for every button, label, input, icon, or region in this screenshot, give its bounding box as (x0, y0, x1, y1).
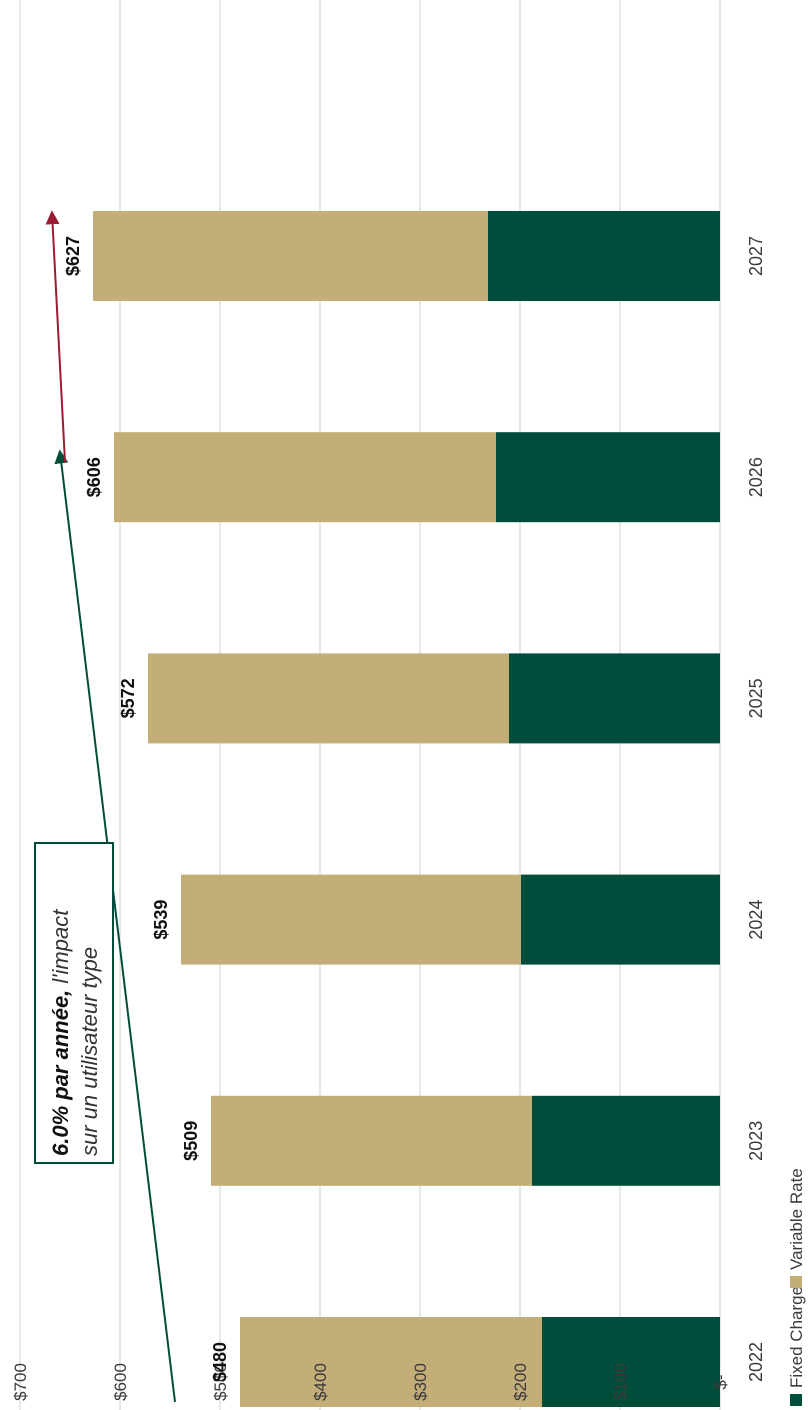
bar-variable-rate (240, 1317, 542, 1407)
total-label: $539 (151, 900, 171, 940)
category-label: 2027 (746, 236, 766, 276)
trend-arrow-red (45, 210, 66, 463)
annotation-text-line2: sur un utilisateur type (77, 947, 102, 1156)
total-label: $606 (84, 457, 104, 497)
bar-fixed-charge (532, 1095, 720, 1186)
bar-variable-rate (148, 653, 509, 744)
value-tick-label: $200 (511, 1363, 530, 1401)
value-tick-label: $700 (11, 1363, 30, 1401)
annotation-bold-text: 6.0% par année, (48, 990, 73, 1156)
trend-arrows (45, 210, 176, 1403)
category-label: 2022 (746, 1342, 766, 1382)
total-label: $509 (181, 1121, 201, 1161)
value-tick-label: $300 (411, 1363, 430, 1401)
value-tick-label: $500 (211, 1363, 230, 1401)
bar-fixed-charge (496, 432, 720, 523)
bar-fixed-charge (509, 653, 720, 744)
total-label: $627 (63, 236, 83, 276)
bar-variable-rate (181, 874, 521, 965)
bar-fixed-charge (542, 1317, 720, 1407)
category-label: 2026 (746, 457, 766, 497)
total-label: $480 (210, 1342, 230, 1382)
legend-swatch-variable-rate (790, 1276, 802, 1288)
legend-label-variable-rate: Variable Rate (787, 1168, 806, 1270)
bars (93, 211, 720, 1407)
total-label: $572 (118, 678, 138, 718)
value-tick-label: $400 (311, 1363, 330, 1401)
annotation-box (34, 842, 114, 1164)
labels: $- $100 $200 $300 $400 $500 $600 $700 2022 $480 20… (11, 236, 766, 1401)
legend-label-fixed-charge: Fixed Charge (787, 1286, 806, 1388)
annotation: 6.0% par année, l'impact sur un utilisat… (34, 842, 114, 1164)
bar-variable-rate (93, 211, 488, 301)
annotation-text-rest: l'impact (48, 909, 73, 990)
bar-variable-rate (114, 432, 496, 523)
value-tick-label: $100 (611, 1363, 630, 1401)
value-tick-label: $600 (111, 1363, 130, 1401)
bar-fixed-charge (521, 874, 720, 965)
trend-arrow-green (54, 449, 176, 1403)
category-label: 2023 (746, 1121, 766, 1161)
legend: Fixed Charge Variable Rate (787, 1168, 806, 1406)
legend-swatch-fixed-charge (790, 1394, 802, 1406)
category-label: 2025 (746, 678, 766, 718)
annotation-text: 6.0% par année, l'impact (48, 909, 73, 1156)
bar-variable-rate (211, 1095, 532, 1186)
value-tick-label: $- (711, 1374, 730, 1389)
category-label: 2024 (746, 900, 766, 940)
bar-fixed-charge (488, 211, 720, 301)
